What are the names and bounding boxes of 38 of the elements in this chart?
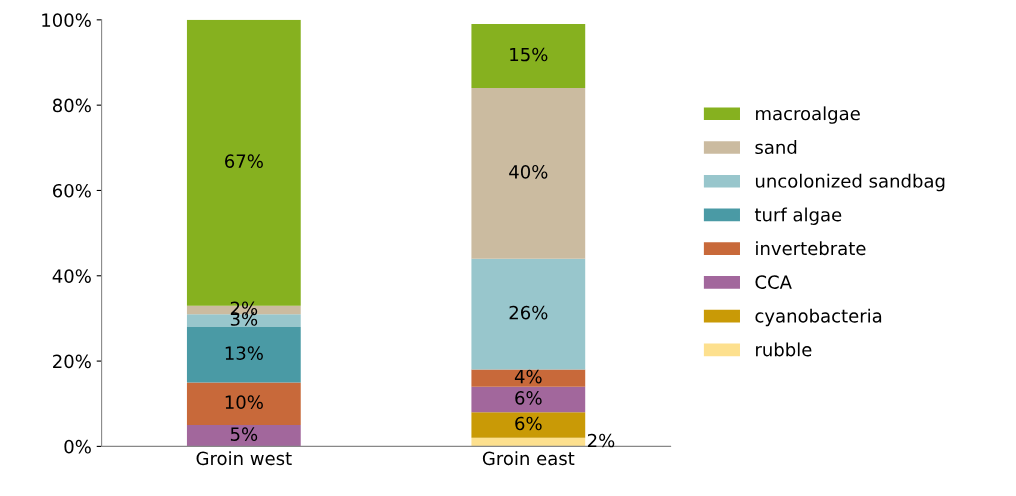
data-label: 4% (514, 369, 542, 384)
data-label: 2% (587, 433, 615, 448)
bar (471, 412, 586, 438)
y-tick-label: 20% (53, 354, 91, 369)
bar (471, 386, 586, 413)
bar (186, 425, 301, 447)
data-label: 67% (225, 154, 263, 168)
bar (471, 258, 586, 370)
y-tick-label: 100% (42, 13, 91, 27)
y-tick-label: 80% (52, 98, 91, 113)
y-tick-label: 40% (52, 269, 91, 283)
legend-label: rubble (756, 342, 812, 357)
data-label: 5% (230, 427, 258, 441)
data-label: 10% (225, 395, 263, 409)
data-label: 13% (225, 346, 263, 360)
legend-label: cyanobacteria (755, 308, 882, 327)
data-label: 6% (515, 391, 542, 405)
data-label: 6% (515, 416, 542, 431)
legend-label: uncolonized sandbag (755, 173, 945, 192)
bar (471, 88, 586, 259)
legend-label: sand (755, 140, 797, 155)
data-label: 15% (510, 47, 548, 62)
legend-label: CCA (755, 275, 792, 289)
legend-label: macroalgae (756, 106, 860, 124)
data-label: 26% (509, 305, 548, 320)
legend-label: turf algae (754, 207, 842, 225)
data-label: 40% (509, 164, 548, 179)
bar (186, 326, 301, 383)
y-tick-label: 60% (53, 183, 91, 198)
bar (471, 24, 586, 89)
x-tick-label: Groin west (196, 451, 292, 466)
bar (471, 437, 586, 447)
bar (186, 382, 301, 426)
bar (186, 314, 301, 327)
x-tick-label: Groin east (482, 451, 575, 466)
bar (471, 369, 586, 387)
legend-label: invertebrate (756, 241, 866, 256)
y-tick-label: 0% (64, 439, 91, 454)
